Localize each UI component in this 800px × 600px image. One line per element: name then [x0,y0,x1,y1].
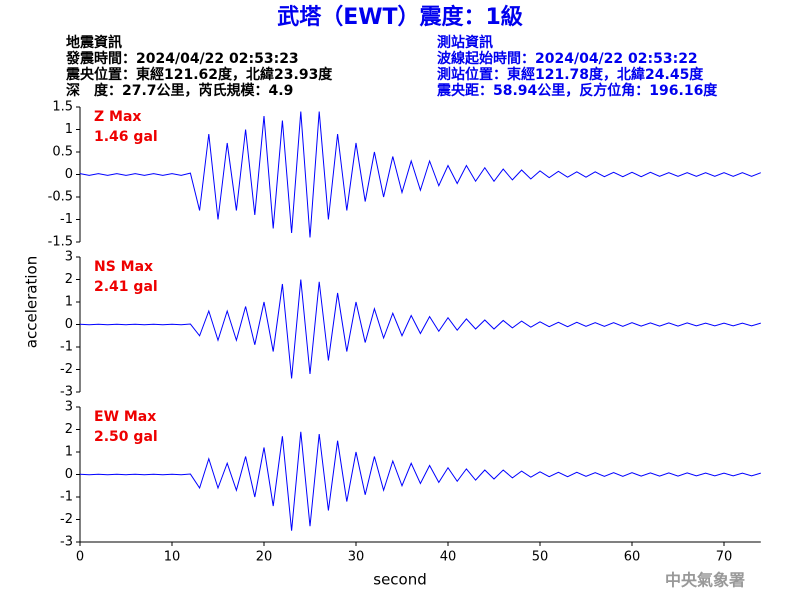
x-tick-label: 50 [532,550,549,565]
y-tick-label: 2 [65,422,73,437]
x-tick-label: 10 [164,550,181,565]
y-tick-label: 2 [65,272,73,287]
max-annotation: 1.46 gal [94,129,158,145]
y-tick-label: -1 [60,212,73,227]
info-line: 發震時間：2024/04/22 02:53:23 [65,50,299,67]
x-tick-label: 40 [440,550,457,565]
y-tick-label: 1 [65,295,73,310]
y-tick-label: 1.5 [52,100,73,115]
y-axis-label: acceleration [23,256,41,348]
info-line: 測站位置：東經121.78度，北緯24.45度 [437,66,704,83]
info-line: 地震資訊 [66,34,122,51]
y-tick-label: -2 [60,512,73,527]
max-annotation: NS Max [94,259,153,275]
info-line: 震央距：58.94公里，反方位角：196.16度 [436,82,718,99]
x-tick-label: 60 [624,550,641,565]
y-tick-label: -3 [60,535,73,550]
y-tick-label: -1 [60,340,73,355]
waveform [79,111,761,238]
chart-title: 武塔（EWT）震度：1級 [277,4,523,30]
info-line: 測站資訊 [437,34,493,51]
info-line: 深 度：27.7公里，芮氏規模：4.9 [66,82,293,99]
y-tick-label: -0.5 [48,190,73,205]
info-line: 波線起始時間：2024/04/22 02:53:22 [437,50,698,67]
max-annotation: 2.41 gal [94,279,158,295]
waveform [79,431,761,531]
footer-credit: 中央氣象署 [665,571,745,590]
y-tick-label: -1.5 [48,235,73,250]
y-tick-label: 0 [65,167,73,182]
x-tick-label: 30 [348,550,365,565]
waveform [79,279,761,379]
y-tick-label: 0 [65,467,73,482]
y-tick-label: 1 [65,122,73,137]
y-tick-label: 0 [65,317,73,332]
y-tick-label: 3 [65,400,73,415]
y-tick-label: -1 [60,490,73,505]
y-tick-label: -3 [60,385,73,400]
y-tick-label: 1 [65,445,73,460]
y-tick-label: -2 [60,362,73,377]
info-line: 震央位置：東經121.62度，北緯23.93度 [65,66,333,83]
x-axis-label: second [373,571,427,589]
y-tick-label: 3 [65,250,73,265]
x-tick-label: 20 [256,550,273,565]
max-annotation: EW Max [94,409,156,425]
x-tick-label: 0 [76,550,84,565]
y-tick-label: 0.5 [52,145,73,160]
max-annotation: Z Max [94,109,141,125]
max-annotation: 2.50 gal [94,429,158,445]
x-tick-label: 70 [716,550,733,565]
